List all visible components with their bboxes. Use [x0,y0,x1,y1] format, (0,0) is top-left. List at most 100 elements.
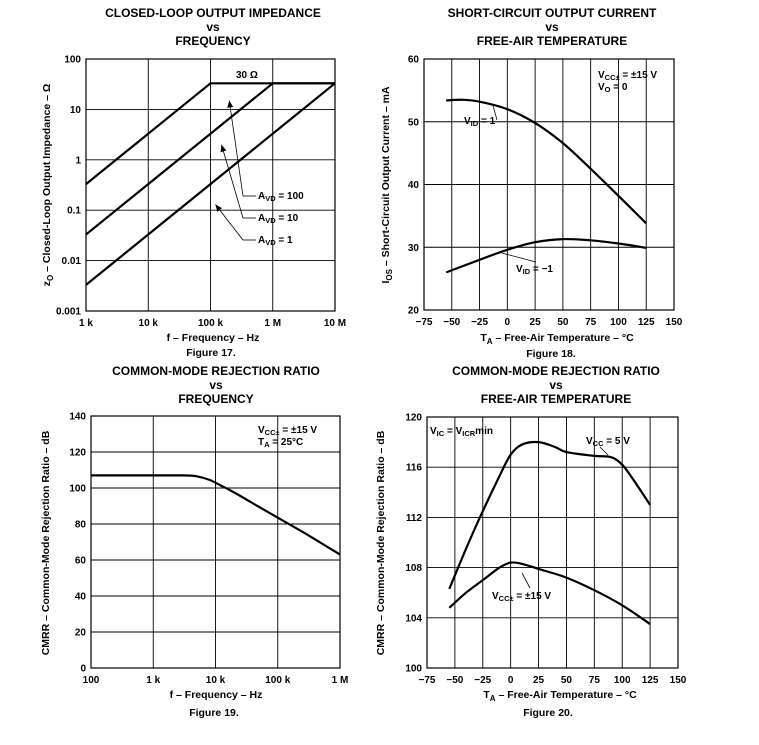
fig20-vcc5-rest: = 5 V [604,436,631,447]
fig20-xlabel-sub: A [490,694,496,703]
fig17-ylabel-sub: O [46,275,55,281]
fig19-title-line1: COMMON-MODE REJECTION RATIO [112,364,320,378]
fig20-vcc15-main: V [492,591,499,602]
fig19-ta-main: T [258,437,264,448]
fig17-ylabel-main: z [41,281,53,286]
x-tick-label: −50 [443,317,460,328]
x-tick-label: 1 k [146,675,160,686]
y-tick-label: 140 [69,412,86,423]
fig20-figure-caption: Figure 20. [523,707,573,719]
fig17-avd10-rest: = 10 [276,213,299,224]
fig19-vcc-rest: = ±15 V [280,425,318,436]
fig18-vidpos-rest: = 1 [478,116,495,127]
fig17-series [85,82,336,286]
fig17-figure-caption: Figure 17. [186,347,236,359]
y-tick-label: 100 [69,484,86,495]
y-tick-label: 100 [64,55,81,66]
fig18-vo-sub: O [605,85,611,94]
fig17-avd1-rest: = 1 [276,235,293,246]
x-tick-label: 10 k [139,318,159,329]
fig20-y-axis-label: CMRR – Common-Mode Rejection Ratio – dB [375,430,387,655]
fig18-series [445,98,647,274]
chart-fig17: CLOSED-LOOP OUTPUT IMPEDANCE vs FREQUENC… [41,6,346,359]
y-tick-label: 1 [75,155,81,166]
x-tick-label: 125 [638,317,655,328]
y-tick-label: 108 [405,563,422,574]
fig20-title-line1: COMMON-MODE REJECTION RATIO [452,364,660,378]
fig20-annotation-vcc15: VCC± = ±15 V [492,591,551,603]
x-tick-label: 0 [508,675,514,686]
y-tick-label: 112 [406,513,423,524]
fig17-title-line2: vs [206,20,220,34]
fig20-annotation-vcc5: VCC = 5 V [586,436,630,448]
fig18-vcc-main: V [598,70,605,81]
fig18-title-line2: vs [545,20,559,34]
x-tick-label: 1 M [332,675,349,686]
fig20-tick-labels: −75 −50 −25 0 25 50 75 100 125 150 100 104 108 112 116… [405,413,686,687]
fig19-title-line3: FREQUENCY [178,392,253,406]
fig18-ylabel-sub: OS [385,268,394,280]
x-tick-label: 50 [561,675,573,686]
x-tick-label: 75 [589,675,601,686]
fig18-y-axis-label: IOS – Short-Circuit Output Current – mA [380,86,394,283]
y-tick-label: 120 [69,448,86,459]
y-tick-label: 80 [75,520,87,531]
y-tick-label: 0.1 [67,206,81,217]
fig20-vic-sub2: ICR [462,429,476,438]
fig18-vidpos-sub: ID [471,119,479,128]
x-tick-label: 150 [666,317,683,328]
chart-fig18: SHORT-CIRCUIT OUTPUT CURRENT vs FREE-AIR… [380,6,683,360]
x-tick-label: 25 [530,317,542,328]
x-tick-label: −25 [474,675,491,686]
fig18-vcc-sub: CC± [605,73,620,82]
fig20-vic-sub: IC [437,429,445,438]
fig17-annotation-30ohm: 30 Ω [236,70,258,81]
x-tick-label: 1 M [264,318,281,329]
fig20-vic-main: V [430,426,437,437]
x-tick-label: 0 [505,317,511,328]
fig17-annotation-leaders [215,82,268,241]
x-tick-label: 25 [533,675,545,686]
y-tick-label: 116 [406,463,423,474]
y-tick-label: 30 [408,243,420,254]
fig19-series [91,474,341,556]
fig20-x-axis-label: TA – Free-Air Temperature – °C [483,689,637,703]
fig19-x-axis-label: f – Frequency – Hz [170,689,263,701]
y-tick-label: 60 [75,556,87,567]
x-tick-label: −50 [446,675,463,686]
y-tick-label: 104 [405,613,422,624]
fig20-leader-vcc5 [599,446,609,456]
series-line-avd-1 [85,82,336,286]
fig17-arrow-head [220,144,227,153]
fig17-avd100-sub: VD [265,194,276,203]
fig17-ylabel-rest: – Closed-Loop Output Impedance – Ω [41,84,53,275]
x-tick-label: −75 [416,317,433,328]
y-tick-label: 0.001 [56,307,81,318]
fig20-vic-rest: = V [444,426,462,437]
x-tick-label: 125 [642,675,659,686]
fig20-gridlines [427,417,678,668]
series-line-vid-1 [446,98,647,225]
fig17-arrow-line [215,204,244,241]
x-tick-label: 150 [670,675,687,686]
fig20-xlabel-main: T [483,689,490,701]
fig18-annotation-vid-pos: VID = 1 [464,116,496,128]
fig19-gridlines [91,416,340,668]
fig20-annotation-vic: VIC = VICRmin [430,426,493,438]
x-tick-label: 100 [610,317,627,328]
series-line-avd-10 [85,82,335,236]
fig18-annotation-vcc: VCC± = ±15 V [598,70,657,82]
x-tick-label: 1 k [79,318,93,329]
y-tick-label: 40 [75,592,87,603]
series-line-cmrr [91,474,341,556]
fig19-tick-labels: 100 1 k 10 k 100 k 1 M 0 20 40 60 80 100 120 140 [69,412,348,687]
fig17-arrow-line [221,144,244,219]
x-tick-label: 100 [83,675,100,686]
y-tick-label: 20 [408,306,420,317]
fig20-vcc15-rest: = ±15 V [514,591,552,602]
fig17-avd100-main: A [258,191,265,202]
series-line-vid-1 [445,237,647,274]
fig18-x-axis-label: TA – Free-Air Temperature – °C [480,332,634,346]
fig17-avd10-sub: VD [265,216,276,225]
